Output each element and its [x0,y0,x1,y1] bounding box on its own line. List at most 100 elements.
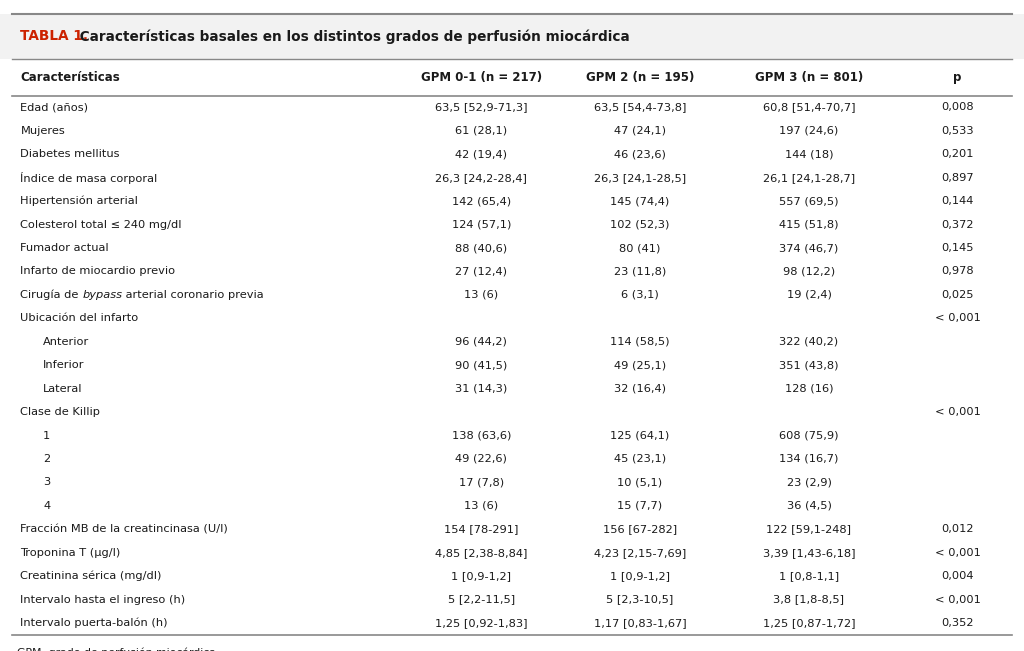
Text: 36 (4,5): 36 (4,5) [786,501,831,511]
Text: 154 [78-291]: 154 [78-291] [444,524,518,534]
Text: 61 (28,1): 61 (28,1) [456,126,507,136]
Text: 322 (40,2): 322 (40,2) [779,337,839,347]
Text: Clase de Killip: Clase de Killip [20,407,100,417]
Text: 1,17 [0,83-1,67]: 1,17 [0,83-1,67] [594,618,686,628]
Text: 138 (63,6): 138 (63,6) [452,430,511,441]
Text: 3,39 [1,43-6,18]: 3,39 [1,43-6,18] [763,547,855,558]
Text: 0,978: 0,978 [941,266,974,277]
Text: 0,025: 0,025 [941,290,974,300]
Text: Troponina T (μg/l): Troponina T (μg/l) [20,547,121,558]
Text: 23 (11,8): 23 (11,8) [613,266,667,277]
Text: 2: 2 [43,454,50,464]
Text: Características basales en los distintos grados de perfusión miocárdica: Características basales en los distintos… [75,29,630,44]
Text: 4,85 [2,38-8,84]: 4,85 [2,38-8,84] [435,547,527,558]
Text: < 0,001: < 0,001 [935,407,980,417]
Text: 63,5 [52,9-71,3]: 63,5 [52,9-71,3] [435,102,527,113]
Text: 80 (41): 80 (41) [620,243,660,253]
Text: 46 (23,6): 46 (23,6) [614,149,666,159]
Text: p: p [953,71,962,83]
Text: 1 [0,9-1,2]: 1 [0,9-1,2] [452,571,511,581]
Text: 5 [2,2-11,5]: 5 [2,2-11,5] [447,594,515,605]
Text: Intervalo puerta-balón (h): Intervalo puerta-balón (h) [20,618,168,628]
Text: 1,25 [0,87-1,72]: 1,25 [0,87-1,72] [763,618,855,628]
Text: 156 [67-282]: 156 [67-282] [603,524,677,534]
Text: 0,897: 0,897 [941,173,974,183]
Text: TABLA 1.: TABLA 1. [20,29,88,44]
Text: 0,352: 0,352 [941,618,974,628]
Text: GPM 2 (n = 195): GPM 2 (n = 195) [586,71,694,83]
Text: 128 (16): 128 (16) [784,383,834,394]
Text: 0,201: 0,201 [941,149,974,159]
Text: 6 (3,1): 6 (3,1) [622,290,658,300]
Text: 374 (46,7): 374 (46,7) [779,243,839,253]
Text: GPM: grado de perfusión miocárdica.: GPM: grado de perfusión miocárdica. [17,648,220,651]
Text: 197 (24,6): 197 (24,6) [779,126,839,136]
Text: Ubicación del infarto: Ubicación del infarto [20,313,138,324]
Text: 47 (24,1): 47 (24,1) [614,126,666,136]
Text: 557 (69,5): 557 (69,5) [779,196,839,206]
Text: 26,3 [24,1-28,5]: 26,3 [24,1-28,5] [594,173,686,183]
Text: 4: 4 [43,501,50,511]
Text: 144 (18): 144 (18) [784,149,834,159]
Bar [0,14,1024,59]
Text: Colesterol total ≤ 240 mg/dl: Colesterol total ≤ 240 mg/dl [20,219,182,230]
Text: 49 (22,6): 49 (22,6) [456,454,507,464]
Text: < 0,001: < 0,001 [935,547,980,558]
Text: 3,8 [1,8-8,5]: 3,8 [1,8-8,5] [773,594,845,605]
Text: 0,012: 0,012 [941,524,974,534]
Text: Cirugía de: Cirugía de [20,290,83,300]
Text: GPM 3 (n = 801): GPM 3 (n = 801) [755,71,863,83]
Text: 351 (43,8): 351 (43,8) [779,360,839,370]
Text: 142 (65,4): 142 (65,4) [452,196,511,206]
Text: arterial coronario previa: arterial coronario previa [123,290,264,300]
Text: 63,5 [54,4-73,8]: 63,5 [54,4-73,8] [594,102,686,113]
Text: Hipertensión arterial: Hipertensión arterial [20,196,138,206]
Text: 415 (51,8): 415 (51,8) [779,219,839,230]
Text: 13 (6): 13 (6) [464,501,499,511]
Text: 96 (44,2): 96 (44,2) [456,337,507,347]
Text: Edad (años): Edad (años) [20,102,88,113]
Text: 0,145: 0,145 [941,243,974,253]
Text: 4,23 [2,15-7,69]: 4,23 [2,15-7,69] [594,547,686,558]
Text: 114 (58,5): 114 (58,5) [610,337,670,347]
Text: 145 (74,4): 145 (74,4) [610,196,670,206]
Text: Características: Características [20,71,120,83]
Text: 10 (5,1): 10 (5,1) [617,477,663,488]
Text: 17 (7,8): 17 (7,8) [459,477,504,488]
Text: 0,372: 0,372 [941,219,974,230]
Text: Intervalo hasta el ingreso (h): Intervalo hasta el ingreso (h) [20,594,185,605]
Text: 42 (19,4): 42 (19,4) [456,149,507,159]
Text: 1 [0,9-1,2]: 1 [0,9-1,2] [610,571,670,581]
Text: Diabetes mellitus: Diabetes mellitus [20,149,120,159]
Text: bypass: bypass [83,290,123,300]
Text: < 0,001: < 0,001 [935,594,980,605]
Text: 122 [59,1-248]: 122 [59,1-248] [766,524,852,534]
Text: 1,25 [0,92-1,83]: 1,25 [0,92-1,83] [435,618,527,628]
Text: Índice de masa corporal: Índice de masa corporal [20,172,158,184]
Text: 27 (12,4): 27 (12,4) [456,266,507,277]
Text: 1: 1 [43,430,50,441]
Text: 0,004: 0,004 [941,571,974,581]
Text: < 0,001: < 0,001 [935,313,980,324]
Text: Creatinina sérica (mg/dl): Creatinina sérica (mg/dl) [20,571,162,581]
Text: 90 (41,5): 90 (41,5) [455,360,508,370]
Text: 0,008: 0,008 [941,102,974,113]
Text: 98 (12,2): 98 (12,2) [783,266,835,277]
Text: Infarto de miocardio previo: Infarto de miocardio previo [20,266,175,277]
Text: 15 (7,7): 15 (7,7) [617,501,663,511]
Text: 124 (57,1): 124 (57,1) [452,219,511,230]
Text: 102 (52,3): 102 (52,3) [610,219,670,230]
Text: 1 [0,8-1,1]: 1 [0,8-1,1] [779,571,839,581]
Text: 19 (2,4): 19 (2,4) [786,290,831,300]
Text: 45 (23,1): 45 (23,1) [614,454,666,464]
Text: 23 (2,9): 23 (2,9) [786,477,831,488]
Text: Anterior: Anterior [43,337,89,347]
Text: Mujeres: Mujeres [20,126,66,136]
Text: 608 (75,9): 608 (75,9) [779,430,839,441]
Text: 134 (16,7): 134 (16,7) [779,454,839,464]
Text: 60,8 [51,4-70,7]: 60,8 [51,4-70,7] [763,102,855,113]
Text: GPM 0-1 (n = 217): GPM 0-1 (n = 217) [421,71,542,83]
Text: 32 (16,4): 32 (16,4) [614,383,666,394]
Text: 26,3 [24,2-28,4]: 26,3 [24,2-28,4] [435,173,527,183]
Text: 88 (40,6): 88 (40,6) [456,243,507,253]
